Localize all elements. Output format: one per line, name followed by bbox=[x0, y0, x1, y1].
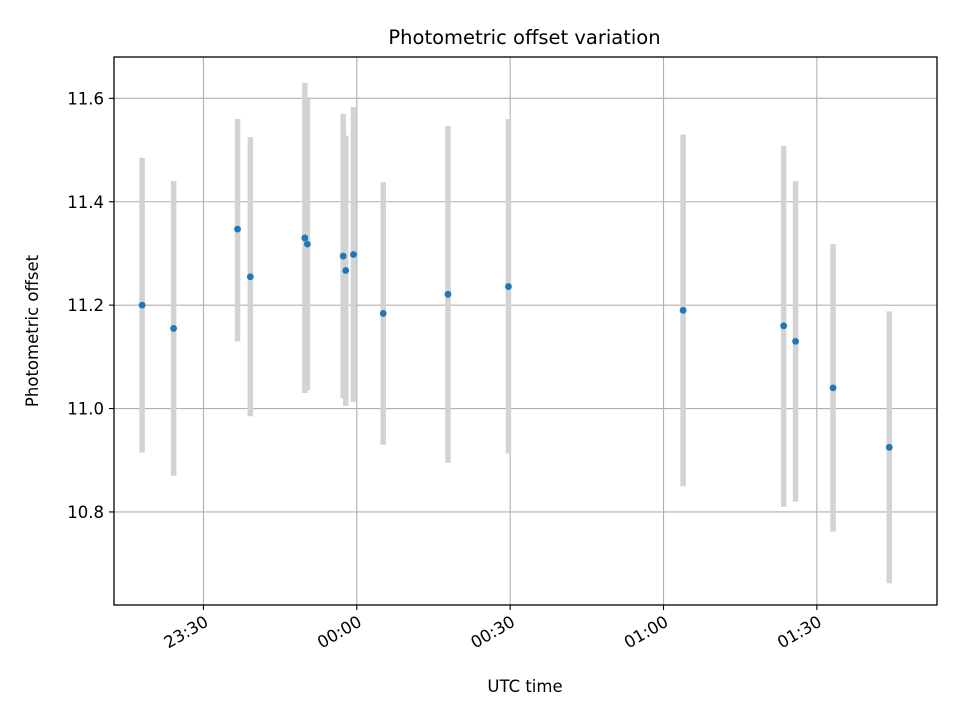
data-point bbox=[339, 252, 347, 260]
data-point bbox=[246, 273, 254, 281]
data-point bbox=[829, 384, 837, 392]
data-point bbox=[350, 251, 357, 258]
data-point bbox=[342, 267, 350, 274]
data-point bbox=[505, 283, 512, 290]
data-point bbox=[780, 322, 788, 330]
data-point bbox=[301, 234, 309, 242]
data-point bbox=[234, 225, 241, 233]
y-tick-label: 11.6 bbox=[67, 89, 104, 108]
data-points bbox=[138, 225, 893, 451]
y-tick-label: 11.2 bbox=[67, 296, 104, 315]
y-tick-label: 11.0 bbox=[67, 400, 104, 419]
x-axis-label: UTC time bbox=[487, 677, 562, 696]
y-axis-ticks: 10.8 11.0 11.2 11.4 11.6 bbox=[67, 89, 114, 522]
data-point bbox=[885, 443, 893, 451]
y-axis-label: Photometric offset bbox=[23, 254, 42, 407]
data-point bbox=[138, 301, 146, 309]
chart-title: Photometric offset variation bbox=[388, 26, 660, 49]
data-point bbox=[379, 310, 387, 317]
y-tick-label: 10.8 bbox=[67, 503, 104, 522]
data-point bbox=[303, 240, 311, 248]
y-tick-label: 11.4 bbox=[67, 193, 104, 212]
data-point bbox=[170, 325, 178, 332]
data-point bbox=[792, 337, 799, 345]
data-point bbox=[679, 306, 687, 314]
plot-frame bbox=[113, 56, 938, 606]
data-point bbox=[444, 290, 452, 298]
